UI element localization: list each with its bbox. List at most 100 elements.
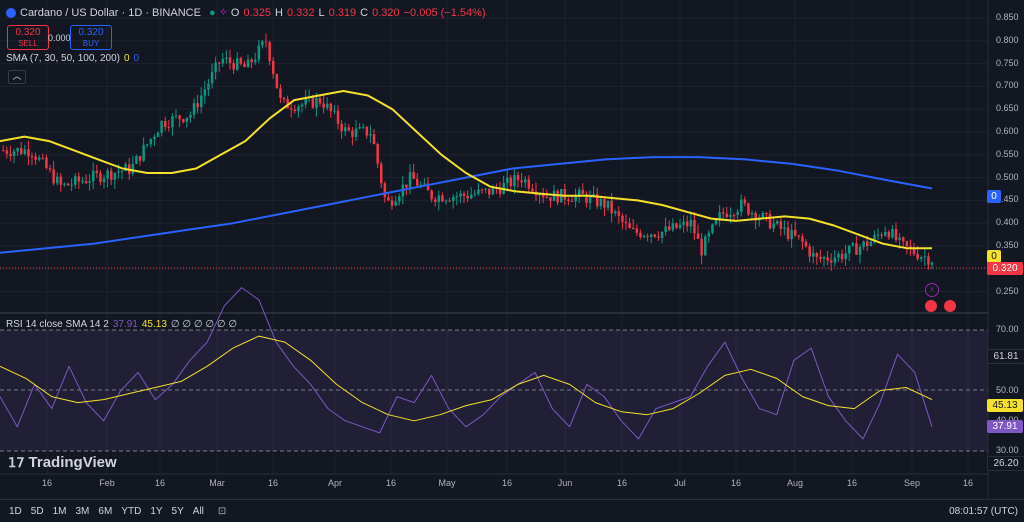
brand-logo[interactable]: 𝟣𝟩 TradingView [8, 454, 117, 471]
candle-body [599, 198, 603, 207]
candle-body [419, 184, 423, 186]
candle-body [59, 176, 63, 185]
price-axis-label: 0.400 [996, 217, 1019, 228]
rsi-axis-label: 70.00 [996, 324, 1019, 334]
candle-body [632, 228, 635, 230]
candle-body [5, 150, 9, 154]
candle-body [542, 194, 545, 198]
candle-body [45, 157, 48, 169]
candle-body [300, 104, 304, 107]
candle-body [261, 41, 264, 46]
candle-body [192, 103, 196, 115]
time-axis-label: Aug [786, 478, 804, 488]
rsi-legend[interactable]: RSI 14 close SMA 14 2 37.91 45.13 ∅ ∅ ∅ … [6, 319, 237, 330]
rsi-upper-badge: 61.81 [987, 349, 1024, 364]
candle-body [840, 253, 844, 260]
ohlc-open: 0.325 [243, 6, 271, 19]
chevron-up-icon: ︿ [12, 71, 22, 81]
candle-body [326, 103, 329, 108]
buy-price: 0.320 [78, 27, 104, 38]
candle-body [232, 63, 235, 70]
candle-body [819, 256, 822, 259]
sma-legend[interactable]: SMA (7, 30, 50, 100, 200) 0 0 [6, 53, 139, 64]
time-axis-label: Feb [99, 478, 115, 488]
candle-body [657, 236, 660, 238]
clock[interactable]: 08:01:57 (UTC) [949, 505, 1018, 517]
candle-body [344, 127, 347, 132]
candle-body [812, 253, 815, 257]
candle-body [146, 144, 149, 146]
candle-body [549, 197, 552, 201]
sma-blue-badge: 0 [987, 190, 1001, 203]
candle-body [848, 245, 851, 254]
candle-body [902, 237, 905, 242]
candle-body [567, 199, 570, 202]
candle-body [52, 169, 55, 184]
candle-body [826, 257, 829, 261]
date-range-icon[interactable]: ⊡ [217, 505, 227, 517]
candle-body [905, 241, 909, 247]
candle-body [459, 193, 462, 197]
candle-body [41, 157, 45, 159]
candle-body [444, 200, 448, 202]
candle-body [524, 179, 527, 183]
range-button-3m[interactable]: 3M [75, 505, 90, 517]
candle-body [250, 59, 253, 63]
range-button-1m[interactable]: 1M [52, 505, 67, 517]
candle-body [686, 221, 689, 227]
candle-body [488, 188, 491, 195]
range-button-1y[interactable]: 1Y [150, 505, 163, 517]
candle-body [153, 136, 156, 139]
candle-body [765, 212, 768, 214]
candle-body [20, 148, 23, 154]
candle-body [509, 177, 513, 187]
candle-body [254, 59, 257, 63]
candle-body [333, 110, 336, 112]
candle-body [207, 83, 210, 90]
time-axis-label: 16 [385, 478, 397, 488]
candle-body [520, 180, 523, 183]
rsi-ma-badge: 45.13 [987, 399, 1023, 412]
indicator-link-icon[interactable]: ⟡ [219, 6, 227, 18]
candle-body [156, 132, 160, 137]
candle-body [682, 221, 685, 225]
candle-body [693, 219, 696, 234]
range-button-all[interactable]: All [192, 505, 204, 517]
time-axis-label: 16 [730, 478, 742, 488]
candle-body [815, 253, 819, 257]
range-button-5d[interactable]: 5D [30, 505, 44, 517]
range-button-5y[interactable]: 5Y [171, 505, 184, 517]
range-button-1d[interactable]: 1D [9, 505, 22, 517]
buy-button[interactable]: 0.320 BUY [70, 25, 112, 50]
candle-body [362, 126, 365, 128]
candle-body [635, 228, 639, 233]
candle-body [869, 241, 873, 247]
rsi-ma-line [0, 335, 933, 422]
range-button-ytd[interactable]: YTD [121, 505, 142, 517]
ohlc-low-key: L [318, 6, 325, 19]
candle-body [700, 238, 703, 256]
market-status-dot-icon: ● [208, 6, 216, 19]
candle-body [725, 213, 729, 218]
candle-body [498, 188, 502, 194]
sell-button[interactable]: 0.320 SELL [7, 25, 49, 50]
collapse-legend-button[interactable]: ︿ [8, 70, 26, 84]
candle-body [477, 189, 480, 194]
lightning-event-icon[interactable]: ⚡ [925, 283, 939, 297]
candle-body [624, 221, 628, 224]
sma-value-yellow: 0 [123, 53, 130, 64]
us-flag-event-icon[interactable] [925, 300, 937, 312]
candle-body [376, 144, 379, 164]
candle-body [729, 214, 732, 218]
range-button-6m[interactable]: 6M [98, 505, 113, 517]
candle-body [736, 211, 739, 216]
us-flag-event-icon-2[interactable] [944, 300, 956, 312]
candle-body [9, 153, 12, 157]
candle-body [88, 181, 91, 183]
candles [2, 33, 934, 271]
candle-body [336, 110, 340, 124]
candle-body [786, 227, 790, 239]
symbol-title[interactable]: Cardano / US Dollar · 1D · BINANCE [20, 6, 201, 19]
candle-body [614, 211, 617, 214]
